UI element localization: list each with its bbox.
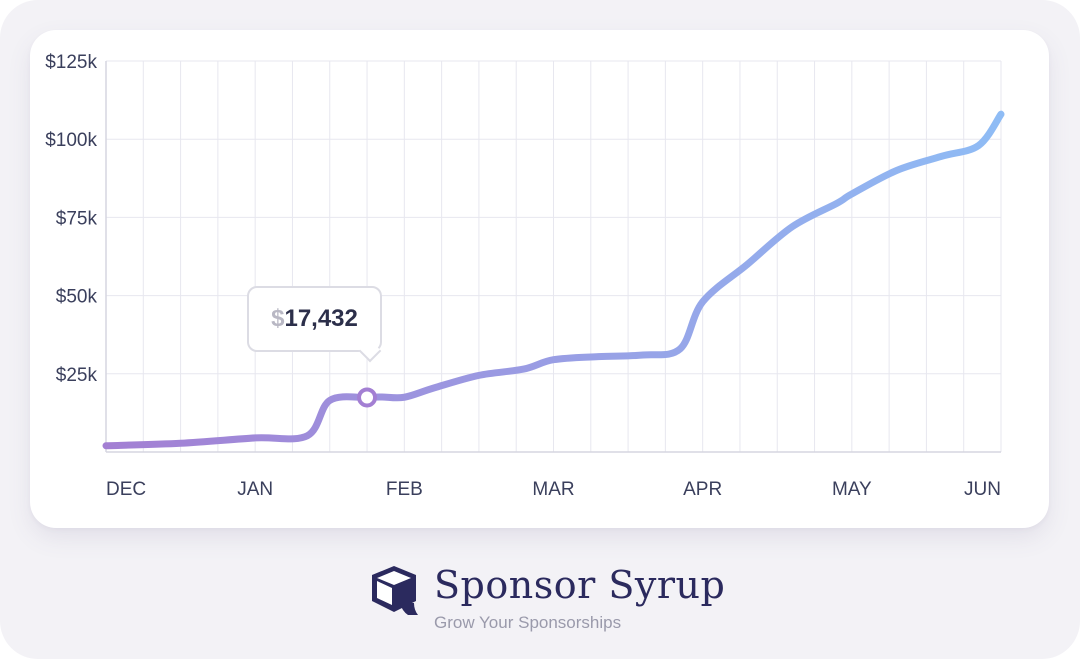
tooltip-currency: $	[271, 305, 285, 332]
x-tick-label: DEC	[106, 479, 146, 500]
growth-line-chart: $125k $100k $75k $50k $25k DEC JAN FEB MAR APR MA…	[45, 52, 1005, 500]
grid-lines	[105, 60, 1002, 452]
x-tick-label: APR	[683, 479, 722, 500]
x-tick-label: FEB	[386, 479, 423, 500]
highlight-point	[357, 387, 378, 408]
x-tick-labels: DEC JAN FEB MAR APR MAY JUN	[106, 479, 1001, 500]
axes	[105, 61, 1001, 453]
x-tick-label: MAR	[532, 479, 574, 500]
y-tick-labels: $125k $100k $75k $50k $25k	[45, 52, 97, 386]
brand-lockup: Sponsor Syrup Grow Your Sponsorships	[370, 563, 730, 643]
x-tick-label: MAY	[832, 479, 872, 500]
syrup-box-icon	[372, 566, 418, 615]
y-tick-label: $50k	[56, 287, 98, 308]
brand-name: Sponsor Syrup	[434, 563, 726, 607]
y-tick-label: $125k	[45, 52, 97, 73]
x-tick-label: JUN	[964, 479, 1001, 500]
brand-tagline: Grow Your Sponsorships	[434, 613, 622, 632]
series-layer	[102, 110, 1005, 450]
y-tick-label: $100k	[45, 130, 97, 151]
x-tick-label: JAN	[237, 479, 273, 500]
value-tooltip: $17,432	[247, 286, 382, 352]
tooltip-value: 17,432	[284, 305, 358, 332]
y-tick-label: $75k	[56, 208, 98, 229]
series-line	[102, 110, 1005, 450]
y-tick-label: $25k	[56, 365, 98, 386]
